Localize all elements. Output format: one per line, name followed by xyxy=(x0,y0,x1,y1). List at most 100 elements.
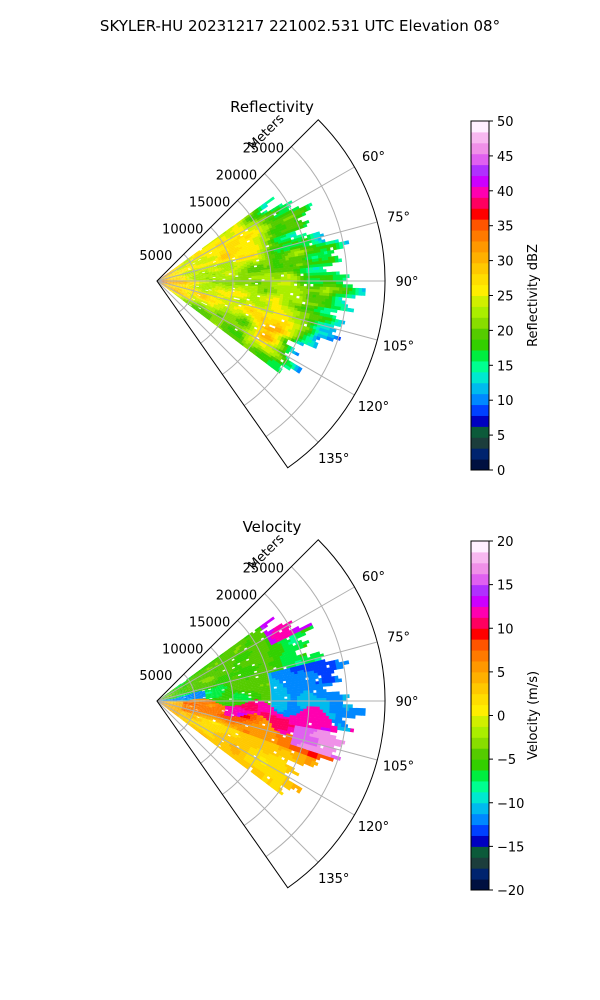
radar-gate xyxy=(292,261,297,265)
radar-gate xyxy=(315,292,320,296)
radar-gate xyxy=(174,271,179,274)
radar-gate xyxy=(191,305,195,309)
radar-gate xyxy=(173,278,177,280)
radar-gate xyxy=(298,260,303,264)
radar-gate xyxy=(190,686,195,689)
radar-gate xyxy=(209,279,213,281)
radar-gate xyxy=(252,320,258,324)
radar-gate xyxy=(308,261,313,266)
radar-gate xyxy=(285,299,290,303)
radar-gate xyxy=(170,269,174,273)
radar-gate xyxy=(233,243,238,247)
radar-gate xyxy=(205,672,210,676)
radar-gate xyxy=(186,294,191,297)
radar-gate xyxy=(191,299,195,302)
radar-gate xyxy=(245,217,250,222)
radar-gate xyxy=(217,290,222,293)
radar-gate xyxy=(240,252,245,256)
radar-gate xyxy=(254,654,259,658)
radar-gate xyxy=(190,258,194,261)
radar-gate xyxy=(213,660,218,664)
radar-gate xyxy=(240,316,245,320)
radar-gate xyxy=(298,258,303,262)
radar-gate xyxy=(214,236,219,241)
radar-gate xyxy=(200,669,204,673)
radar-gate xyxy=(177,290,181,293)
radar-gate xyxy=(234,674,239,678)
radar-gate xyxy=(272,262,277,265)
radar-gate xyxy=(218,679,223,683)
radar-gate xyxy=(192,304,196,307)
radar-gate xyxy=(220,325,225,330)
radar-gate xyxy=(232,298,237,301)
radar-gate xyxy=(166,278,171,280)
radar-gate xyxy=(176,278,181,280)
radar-gate xyxy=(177,296,182,299)
radar-gate xyxy=(194,291,199,294)
radar-gate xyxy=(233,671,238,675)
radar-gate xyxy=(273,272,278,276)
radar-gate xyxy=(300,306,305,310)
radar-gate xyxy=(201,671,205,675)
radar-gate xyxy=(233,329,238,333)
radar-gate xyxy=(286,247,291,252)
radar-gate xyxy=(218,322,223,327)
radar-gate xyxy=(169,283,174,285)
radar-gate xyxy=(213,305,218,308)
radar-gate xyxy=(235,667,240,671)
radar-gate xyxy=(172,274,176,276)
radar-gate xyxy=(186,300,191,304)
radar-gate xyxy=(298,298,303,302)
radar-gate xyxy=(235,319,240,323)
radar-gate xyxy=(239,668,244,672)
radar-gate xyxy=(310,281,314,285)
radar-gate xyxy=(238,645,244,650)
colorbar-segment xyxy=(471,437,489,449)
radar-gate xyxy=(236,670,241,674)
radar-gate xyxy=(270,229,275,233)
radar-gate xyxy=(264,224,269,229)
radar-gate xyxy=(283,269,288,273)
radar-gate xyxy=(249,240,255,244)
radar-gate xyxy=(174,289,178,292)
radar-gate xyxy=(325,661,330,666)
radar-gate xyxy=(312,294,317,299)
radar-gate xyxy=(316,283,321,287)
radar-gate xyxy=(291,254,296,258)
radar-gate xyxy=(186,278,190,280)
radar-gate xyxy=(268,654,274,659)
radar-gate xyxy=(170,689,174,692)
radar-gate xyxy=(256,311,261,315)
radar-gate xyxy=(180,687,184,691)
radar-gate xyxy=(329,337,334,342)
radar-gate xyxy=(192,676,197,680)
radar-gate xyxy=(228,319,233,323)
radar-gate xyxy=(239,337,244,342)
radar-gate xyxy=(272,664,277,668)
radar-gate xyxy=(314,305,319,310)
radar-gate xyxy=(252,310,258,314)
radar-gate xyxy=(283,271,288,275)
radar-gate xyxy=(335,296,340,301)
radar-gate xyxy=(194,305,199,309)
radar-gate xyxy=(219,672,224,676)
radar-gate xyxy=(242,319,247,323)
radar-gate xyxy=(323,250,328,255)
radar-gate xyxy=(179,266,184,269)
radar-gate xyxy=(249,334,254,339)
radar-gate xyxy=(195,287,200,290)
radar-gate xyxy=(296,263,300,267)
radar-gate xyxy=(210,317,215,321)
radar-gate xyxy=(206,255,211,258)
radar-gate xyxy=(205,287,210,290)
radar-gate xyxy=(199,278,203,280)
radar-gate xyxy=(242,339,247,344)
radar-gate xyxy=(175,287,179,289)
radar-gate xyxy=(199,310,203,314)
radar-gate xyxy=(241,274,246,277)
radar-gate xyxy=(223,652,228,656)
radar-gate xyxy=(188,287,193,290)
radar-gate xyxy=(238,319,243,323)
radar-gate xyxy=(211,250,216,254)
radar-gate xyxy=(244,673,249,677)
